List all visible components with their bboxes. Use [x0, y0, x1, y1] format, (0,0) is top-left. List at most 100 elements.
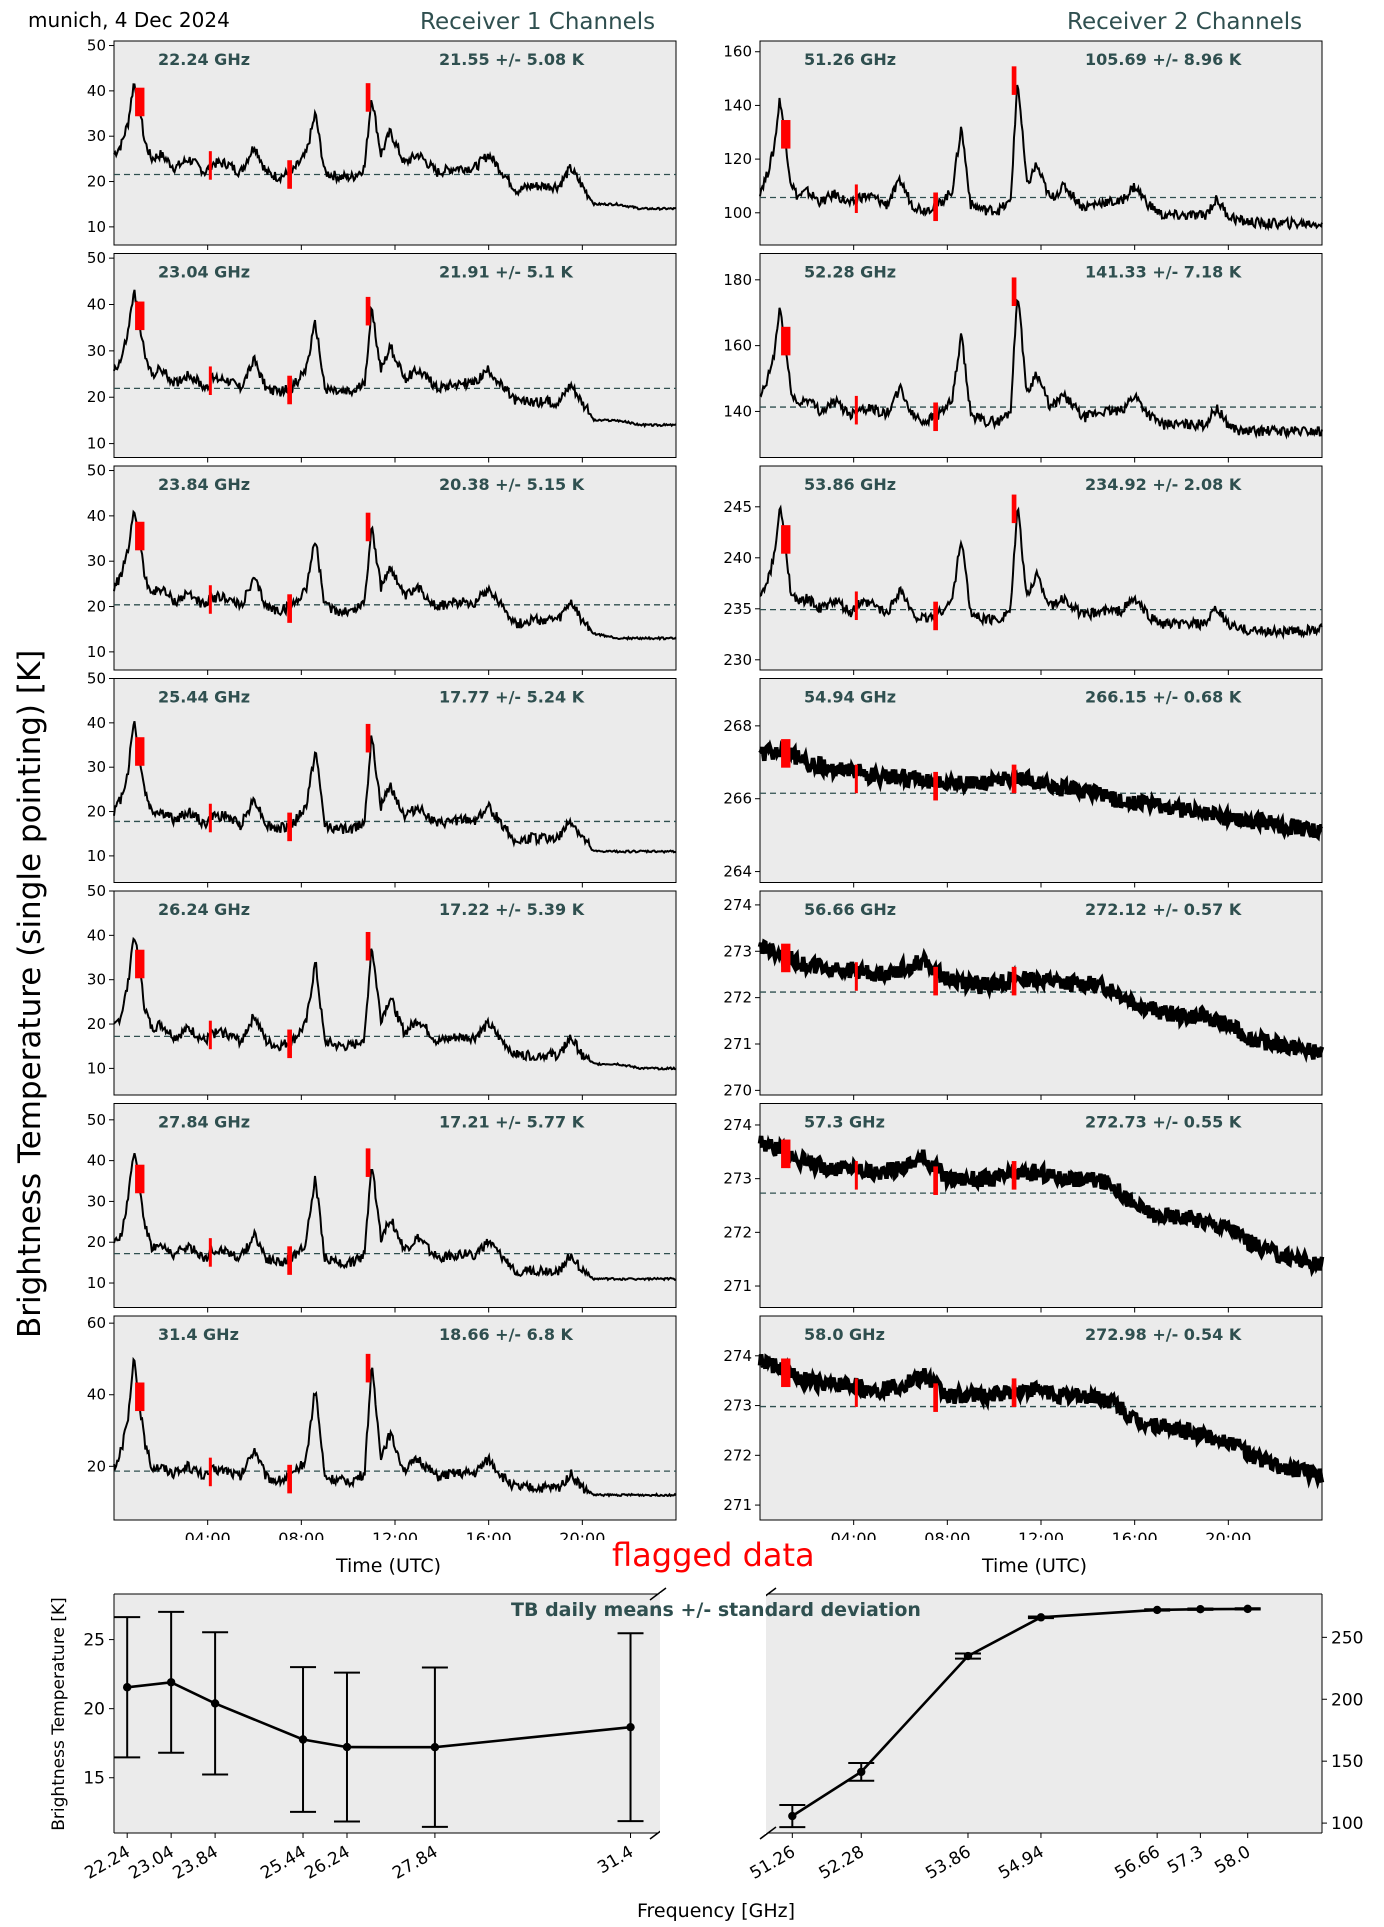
left-x-tick-label: 22.24: [82, 1842, 134, 1884]
series-line: [757, 1353, 1325, 1490]
y-tick-label: 50: [87, 670, 106, 688]
y-tick-label: 40: [87, 1386, 106, 1404]
flagged-segment: [1011, 1378, 1017, 1407]
flagged-segment: [287, 375, 292, 405]
y-tick-label: 271: [723, 1035, 752, 1053]
left-y-tick-label: 15: [83, 1769, 105, 1789]
flagged-segment: [854, 184, 858, 214]
flagged-segment: [1011, 277, 1017, 307]
channel-label: 26.24 GHz: [158, 900, 250, 919]
right-x-tick-label: 58.0: [1211, 1842, 1254, 1878]
right-x-tick-label: 52.28: [816, 1842, 868, 1884]
y-tick-label: 30: [87, 971, 106, 989]
time-tick-label: 04:00: [185, 1529, 231, 1540]
channel-label: 23.84 GHz: [158, 475, 250, 494]
flagged-segment: [854, 591, 858, 621]
y-tick-label: 30: [87, 552, 106, 570]
y-tick-label: 50: [87, 249, 106, 267]
receiver2-panel-4: 270 271 272 273 274 56.66 GHz 272.12 +/- 0.57 …: [723, 890, 1325, 1100]
right-mean-point: [963, 1651, 973, 1661]
flagged-segment: [933, 1383, 938, 1412]
flagged-segment: [365, 1148, 371, 1177]
right-y-tick-label: 150: [1331, 1752, 1363, 1772]
flagged-segment: [208, 585, 212, 614]
flagged-segment: [208, 1457, 212, 1487]
y-tick-label: 266: [723, 790, 752, 808]
right-y-tick-label: 250: [1331, 1628, 1363, 1648]
panel-background: [759, 1103, 1323, 1308]
axis-break-mark: [759, 1826, 777, 1840]
channel-label: 27.84 GHz: [158, 1113, 250, 1132]
flagged-segment: [135, 1164, 145, 1194]
time-tick-label: 08:00: [278, 1529, 324, 1540]
y-tick-label: 240: [723, 549, 752, 567]
channel-label: 58.0 GHz: [804, 1325, 885, 1344]
series-line: [113, 1152, 677, 1282]
right-x-tick-label: 57.3: [1164, 1842, 1207, 1878]
time-tick-label: 08:00: [924, 1529, 970, 1540]
channel-label: 25.44 GHz: [158, 688, 250, 707]
y-tick-label: 160: [723, 337, 752, 355]
y-tick-label: 40: [87, 926, 106, 944]
left-mean-point: [430, 1743, 440, 1752]
flagged-segment: [135, 1382, 145, 1412]
flagged-segment: [287, 812, 292, 842]
axis-break-mark: [649, 1587, 667, 1601]
y-tick-label: 235: [723, 600, 752, 618]
y-tick-label: 272: [723, 1223, 752, 1241]
right-x-tick-label: 56.66: [1112, 1842, 1164, 1884]
channel-stats: 272.12 +/- 0.57 K: [1085, 900, 1242, 919]
flagged-segment: [933, 966, 938, 996]
flagged-segment: [208, 151, 212, 180]
channel-stats: 272.73 +/- 0.55 K: [1085, 1113, 1242, 1132]
panel-background: [759, 40, 1323, 246]
panel-background: [759, 1315, 1323, 1521]
flagged-segment: [1011, 66, 1017, 95]
y-tick-label: 270: [723, 1081, 752, 1099]
flagged-segment: [287, 594, 292, 623]
channel-label: 57.3 GHz: [804, 1113, 885, 1132]
channel-stats: 17.77 +/- 5.24 K: [439, 688, 585, 707]
series-line: [757, 938, 1325, 1063]
right-mean-point: [1152, 1605, 1162, 1615]
channel-stats: 266.15 +/- 0.68 K: [1085, 688, 1242, 707]
series-line: [113, 509, 677, 641]
y-tick-label: 40: [87, 296, 106, 314]
panel-background: [113, 465, 677, 671]
means-title: TB daily means +/- standard deviation: [511, 1599, 921, 1621]
series-line: [113, 1356, 677, 1498]
channel-label: 23.04 GHz: [158, 263, 250, 282]
y-tick-label: 20: [87, 1015, 106, 1033]
y-tick-label: 140: [723, 402, 752, 420]
left-y-tick-label: 25: [83, 1631, 105, 1651]
flagged-segment: [781, 326, 791, 356]
right-x-tick-label: 54.94: [995, 1842, 1047, 1884]
flagged-segment: [933, 192, 938, 222]
panel-background: [113, 253, 677, 458]
y-tick-label: 20: [87, 173, 106, 191]
flagged-segment: [208, 1020, 212, 1050]
flagged-segment: [365, 1353, 371, 1383]
right-mean-point: [788, 1811, 797, 1821]
y-tick-label: 272: [723, 989, 752, 1007]
panel-background: [759, 253, 1323, 458]
y-tick-label: 100: [723, 204, 752, 222]
flagged-segment: [135, 301, 145, 331]
y-tick-label: 180: [723, 271, 752, 289]
y-tick-label: 20: [87, 1233, 106, 1251]
flagged-segment: [365, 931, 371, 961]
panel-background: [113, 40, 677, 246]
y-tick-label: 30: [87, 1192, 106, 1210]
time-tick-label: 12:00: [372, 1529, 418, 1540]
flagged-segment: [854, 395, 858, 425]
y-tick-label: 274: [723, 896, 752, 914]
left-mean-point: [342, 1742, 352, 1752]
left-x-tick-label: 23.84: [169, 1842, 221, 1884]
flagged-segment: [933, 601, 938, 631]
flagged-segment: [781, 943, 791, 973]
channel-stats: 141.33 +/- 7.18 K: [1085, 263, 1242, 282]
means-x-label: Frequency [GHz]: [637, 1900, 795, 1922]
channel-stats: 21.91 +/- 5.1 K: [439, 263, 574, 282]
series-line: [759, 504, 1323, 641]
panel-background: [113, 1315, 677, 1521]
